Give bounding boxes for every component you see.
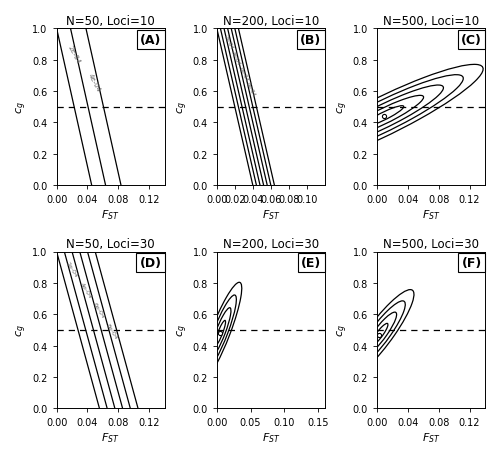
- Title: N=200, Loci=30: N=200, Loci=30: [222, 238, 319, 251]
- Y-axis label: $c_g$: $c_g$: [175, 101, 190, 114]
- Title: N=50, Loci=10: N=50, Loci=10: [66, 15, 155, 28]
- Y-axis label: $c_g$: $c_g$: [336, 101, 350, 114]
- Text: 6e-04: 6e-04: [238, 66, 249, 82]
- Text: 4e-04: 4e-04: [230, 50, 241, 67]
- X-axis label: $F_{ST}$: $F_{ST}$: [262, 207, 280, 221]
- Text: 4e-04: 4e-04: [78, 281, 92, 299]
- Title: N=200, Loci=10: N=200, Loci=10: [222, 15, 319, 28]
- Text: (D): (D): [140, 257, 162, 269]
- X-axis label: $F_{ST}$: $F_{ST}$: [422, 430, 440, 444]
- Text: 4e-04: 4e-04: [87, 73, 102, 93]
- Text: 8e-04: 8e-04: [105, 322, 118, 340]
- X-axis label: $F_{ST}$: $F_{ST}$: [262, 430, 280, 444]
- X-axis label: $F_{ST}$: $F_{ST}$: [422, 207, 440, 221]
- Text: 8e-04: 8e-04: [244, 82, 256, 98]
- Text: 2e-04: 2e-04: [65, 261, 79, 279]
- Text: (C): (C): [461, 34, 482, 47]
- Text: 6e-04: 6e-04: [92, 302, 106, 319]
- X-axis label: $F_{ST}$: $F_{ST}$: [102, 430, 120, 444]
- Text: 2e-04: 2e-04: [67, 45, 82, 65]
- Title: N=500, Loci=10: N=500, Loci=10: [383, 15, 479, 28]
- Title: N=50, Loci=30: N=50, Loci=30: [66, 238, 155, 251]
- Text: (F): (F): [462, 257, 482, 269]
- Y-axis label: $c_g$: $c_g$: [175, 324, 190, 336]
- Text: 2e-04: 2e-04: [223, 34, 234, 51]
- Y-axis label: $c_g$: $c_g$: [336, 324, 350, 336]
- Title: N=500, Loci=30: N=500, Loci=30: [383, 238, 479, 251]
- Y-axis label: $c_g$: $c_g$: [15, 324, 30, 336]
- Y-axis label: $c_g$: $c_g$: [15, 101, 30, 114]
- X-axis label: $F_{ST}$: $F_{ST}$: [102, 207, 120, 221]
- Text: (B): (B): [300, 34, 322, 47]
- Text: (A): (A): [140, 34, 162, 47]
- Text: (E): (E): [302, 257, 322, 269]
